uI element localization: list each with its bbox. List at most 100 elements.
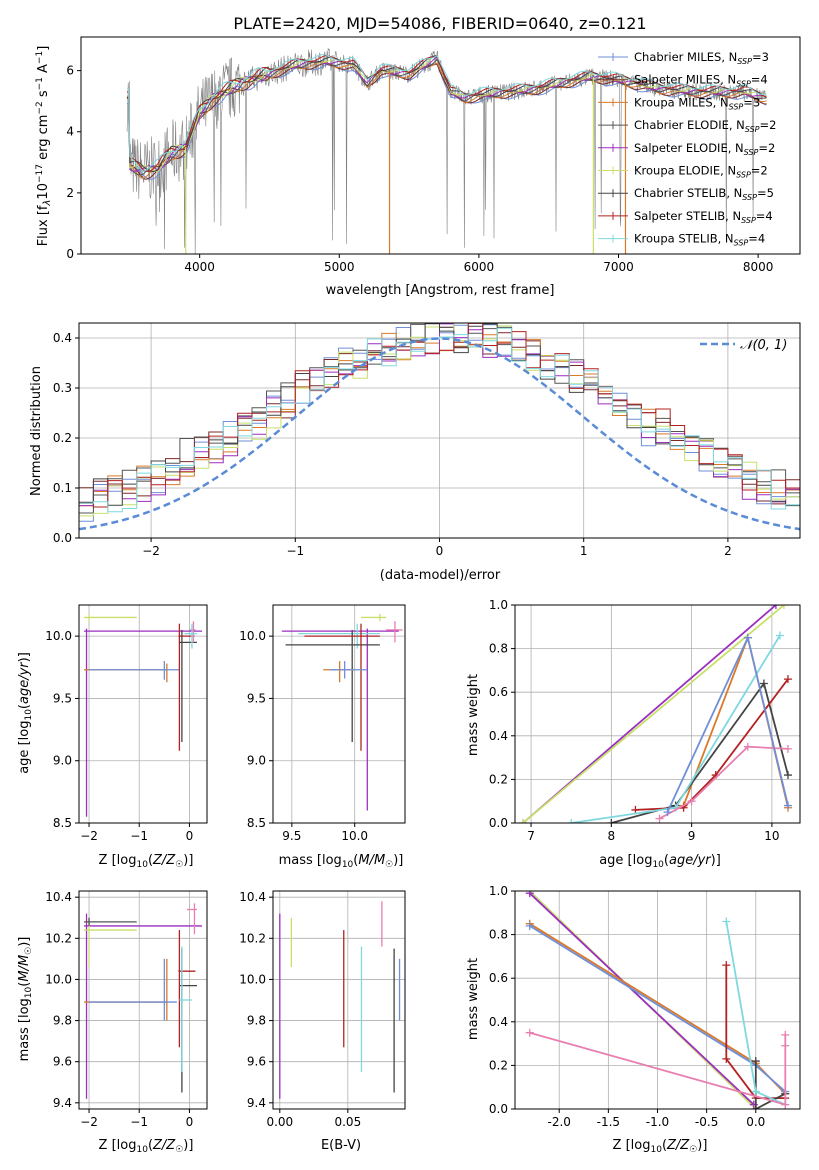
mass-vs-ebv-panel: 0.00 0.05 9.4 9.6 9.8 10.0 10.2 10.4 [239, 890, 406, 1129]
y-tick-label: 9.6 [247, 1055, 266, 1069]
legend-rest: =5 [757, 186, 774, 200]
y-tick-label: 9.0 [247, 754, 266, 768]
x-tick-label: −2 [80, 829, 98, 843]
weight-point-marker [567, 819, 576, 823]
y-tick-label: 9.0 [53, 754, 72, 768]
panel-frame [78, 604, 208, 824]
y-tick-label: 0.0 [53, 531, 72, 545]
panel-frame [514, 604, 801, 824]
y-tick-label: 0 [66, 247, 74, 261]
x-tick-label: 7000 [603, 260, 634, 274]
legend-sub: SSP [737, 57, 752, 66]
legend-label: Salpeter ELODIE, NSSP=2 [634, 141, 775, 157]
wz-xlabel: Z [log10(Z/Z☉)] [613, 1138, 708, 1155]
legend-rest: =2 [760, 118, 777, 132]
spectrum-xlabel: wavelength [Angstrom, rest frame] [326, 283, 555, 298]
y-tick-label: 8.5 [53, 816, 72, 830]
weight-vs-metallicity-panel: -2.0 -1.5 -1.0 -0.5 0.0 0.0 0.2 0.4 0.6 0.8 1.0 [489, 884, 801, 1129]
model-spectrum-line [127, 54, 767, 172]
weight-point-marker [743, 742, 752, 751]
x-tick-label: −1 [286, 544, 304, 558]
x-tick-label: 7 [527, 829, 535, 843]
gaussian-curve [79, 337, 800, 531]
y-tick-label: 9.8 [247, 1014, 266, 1028]
legend-rest: =4 [751, 73, 768, 87]
histogram-series [79, 323, 800, 508]
weight-point-marker [655, 814, 664, 823]
x-tick-label: 4000 [184, 260, 215, 274]
legend-rest: =3 [743, 95, 760, 109]
histogram-series [79, 327, 800, 513]
y-tick-label: 6 [66, 64, 74, 78]
y-tick-label: 0.4 [53, 331, 72, 345]
x-tick-label: 2 [724, 544, 732, 558]
weight-point-marker [781, 1100, 790, 1109]
spectrum-legend: Chabrier MILES, NSSP=3 Salpeter MILES, NS… [598, 50, 776, 248]
y-tick-label: 0.0 [489, 1102, 508, 1116]
y-tick-label: 10.2 [45, 931, 72, 945]
weight-series-line [666, 634, 789, 813]
y-tick-label: 10.0 [239, 629, 266, 643]
y-tick-label: 9.5 [247, 691, 266, 705]
legend-rest: =4 [756, 209, 773, 223]
wage-xlabel: age [log10(age/yr)] [599, 853, 721, 870]
weight-point-marker [722, 1054, 731, 1063]
y-tick-label: 0.1 [53, 481, 72, 495]
y-tick-label: 9.4 [247, 1096, 266, 1110]
legend-rest: =3 [752, 50, 769, 64]
weight-point-marker [722, 961, 731, 970]
residuals-histograms [79, 323, 800, 531]
spectrum-frame [80, 36, 801, 255]
x-tick-label: −2 [80, 1115, 98, 1129]
errorbars [281, 613, 403, 811]
weight-point-marker [783, 675, 792, 684]
y-tick-label: 0.3 [53, 381, 72, 395]
legend-rest: =2 [758, 141, 775, 155]
x-tick-label: 0.00 [266, 1115, 293, 1129]
weight-point-marker [783, 801, 792, 810]
legend-label: Salpeter MILES, NSSP=4 [634, 73, 768, 89]
massz-ylabel: mass [log10(M/M☉)] [17, 937, 34, 1062]
massz-xlabel: Z [log10(Z/Z☉)] [99, 1138, 194, 1155]
weight-point-marker [687, 797, 696, 806]
y-tick-label: 4 [66, 125, 74, 139]
weight-point-marker [525, 921, 534, 930]
legend-sub: SSP [736, 80, 751, 89]
legend-sub: SSP [744, 148, 759, 157]
x-tick-label: 9 [688, 829, 696, 843]
spectrum-panel: 4000 5000 6000 7000 8000 0 2 4 6 wavelength [Ang… [35, 36, 801, 298]
legend-sub: SSP [742, 193, 757, 202]
weight-point-marker [663, 808, 672, 817]
legend-label: Chabrier STELIB, NSSP=5 [634, 186, 774, 202]
weight-series-line [522, 605, 785, 823]
x-tick-label: 9.5 [282, 829, 301, 843]
weight-lines [519, 605, 792, 823]
x-tick-label: -2.0 [548, 1115, 571, 1129]
y-tick-label: 10.0 [239, 972, 266, 986]
weight-series-line [754, 1061, 786, 1109]
y-tick-label: 0.8 [489, 642, 508, 656]
gaussian-legend-label: 𝒩(0, 1) [740, 338, 787, 353]
weight-point-marker [781, 1030, 790, 1039]
x-tick-label: −2 [142, 544, 160, 558]
weight-series-line [635, 678, 789, 811]
weight-point-marker [783, 771, 792, 780]
y-tick-label: 0.2 [489, 1058, 508, 1072]
weight-point-marker [781, 1041, 790, 1050]
x-tick-label: 0.05 [334, 1115, 361, 1129]
weight-point-marker [631, 805, 640, 814]
legend-label: Kroupa ELODIE, NSSP=2 [634, 164, 768, 180]
y-tick-label: 8.5 [247, 816, 266, 830]
weight-point-marker [751, 1087, 760, 1096]
x-tick-label: 0 [186, 829, 194, 843]
panel-frame [514, 890, 801, 1110]
x-tick-label: 8 [608, 829, 616, 843]
y-tick-label: 10.2 [239, 931, 266, 945]
legend-label: Kroupa STELIB, NSSP=4 [634, 232, 765, 248]
legend-label: Chabrier MILES, NSSP=3 [634, 50, 769, 66]
x-tick-label: 10 [764, 829, 779, 843]
weight-point-marker [519, 819, 528, 823]
legend-sub: SSP [729, 102, 744, 111]
x-tick-label: −1 [130, 1115, 148, 1129]
weight-point-marker [525, 891, 534, 898]
